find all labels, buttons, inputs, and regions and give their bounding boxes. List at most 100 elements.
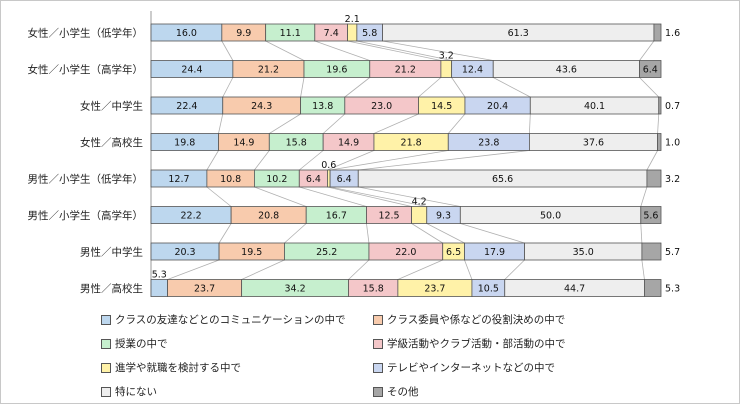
series-connector-line bbox=[299, 186, 367, 207]
series-connector-line bbox=[411, 223, 443, 244]
series-connector-line bbox=[504, 259, 525, 280]
category-label: 女性／小学生（低学年） bbox=[28, 27, 144, 40]
series-connector-line bbox=[426, 223, 465, 244]
data-label: 44.7 bbox=[564, 284, 585, 295]
data-label: 3.2 bbox=[665, 174, 680, 185]
series-connector-line bbox=[314, 40, 370, 61]
category-label: 男性／小学生（低学年） bbox=[28, 173, 144, 186]
data-label: 14.9 bbox=[338, 138, 359, 149]
legend-item: クラス委員や係などの役割決めの中で bbox=[373, 309, 641, 330]
category-label: 女性／中学生 bbox=[80, 100, 143, 113]
legend-swatch bbox=[101, 314, 111, 325]
data-label: 43.6 bbox=[556, 65, 577, 76]
series-connector-line bbox=[493, 77, 531, 98]
data-label: 4.2 bbox=[412, 197, 427, 208]
legend-label: 授業の中で bbox=[115, 338, 168, 350]
bar-segment bbox=[641, 242, 662, 261]
series-connector-line bbox=[358, 150, 530, 171]
bar-segment bbox=[646, 169, 662, 188]
bar-row: 女性／小学生（低学年） 16.0 9.9 11.1 7.4 2.15.8 61.3 1.6 bbox=[28, 14, 680, 42]
series-connector-line bbox=[344, 77, 371, 98]
data-label: 12.5 bbox=[378, 211, 399, 222]
legend-item: テレビやインターネットなどの中で bbox=[373, 357, 641, 378]
data-label: 5.3 bbox=[665, 284, 680, 295]
series-connector-line bbox=[447, 113, 466, 134]
data-label: 61.3 bbox=[508, 28, 529, 39]
bar-segment bbox=[440, 60, 453, 78]
data-label: 20.3 bbox=[174, 247, 195, 258]
bar-segment bbox=[640, 206, 662, 224]
series-connector-line bbox=[300, 77, 305, 98]
legend-item: 特にない bbox=[101, 381, 373, 402]
bar-row: 男性／小学生（低学年） 12.7 10.8 10.2 6.40.66.4 65.6 3.2 bbox=[28, 160, 680, 188]
legend-item: 進学や就職を検討する中で bbox=[101, 357, 373, 378]
legend-item: 授業の中で bbox=[101, 333, 373, 354]
data-label: 12.4 bbox=[462, 65, 483, 76]
bar-segment bbox=[347, 23, 358, 42]
data-label: 6.4 bbox=[306, 174, 321, 185]
data-label: 21.2 bbox=[258, 65, 279, 76]
data-label: 13.8 bbox=[312, 101, 333, 112]
data-label: 10.5 bbox=[478, 284, 499, 295]
data-label: 12.7 bbox=[168, 174, 189, 185]
data-label: 5.8 bbox=[362, 28, 377, 39]
data-label: 23.8 bbox=[478, 138, 499, 149]
series-connector-line bbox=[639, 40, 655, 61]
series-connector-line bbox=[254, 150, 270, 171]
data-label: 37.6 bbox=[583, 138, 604, 149]
legend-label: その他 bbox=[387, 386, 419, 398]
data-label: 15.8 bbox=[363, 284, 384, 295]
series-connector-line bbox=[322, 113, 346, 134]
legend-swatch bbox=[101, 386, 111, 397]
bar-segment bbox=[644, 279, 662, 297]
data-label: 20.8 bbox=[258, 211, 279, 222]
data-label: 9.3 bbox=[436, 211, 451, 222]
bar-row: 女性／中学生 22.4 24.3 13.8 23.0 14.5 20.4 40.1 0.7 bbox=[80, 96, 680, 115]
series-connector-line bbox=[330, 150, 449, 171]
data-label: 6.4 bbox=[337, 174, 352, 185]
series-connector-line bbox=[221, 40, 234, 61]
legend-swatch bbox=[101, 338, 111, 349]
bar-segment bbox=[658, 96, 662, 115]
data-label: 0.6 bbox=[321, 160, 336, 171]
legend-label: クラス委員や係などの役割決めの中で bbox=[387, 314, 566, 326]
series-connector-line bbox=[639, 77, 660, 98]
data-label: 3.2 bbox=[439, 51, 454, 62]
category-label: 女性／高校生 bbox=[80, 136, 143, 149]
data-label: 14.9 bbox=[233, 138, 254, 149]
data-label: 11.1 bbox=[280, 28, 301, 39]
series-connector-line bbox=[657, 113, 660, 134]
data-label: 16.7 bbox=[326, 211, 347, 222]
series-connector-line bbox=[284, 223, 307, 244]
data-label: 6.4 bbox=[643, 65, 658, 76]
series-connector-line bbox=[241, 259, 285, 280]
data-label: 23.0 bbox=[371, 101, 392, 112]
data-label: 19.8 bbox=[174, 138, 195, 149]
data-label: 1.6 bbox=[665, 28, 680, 39]
data-label: 2.1 bbox=[345, 14, 360, 25]
series-connector-line bbox=[299, 150, 324, 171]
bar-row: 男性／高校生 5.3 23.7 34.2 15.8 23.7 10.5 44.7 5.3 bbox=[80, 270, 680, 297]
series-connector-line bbox=[327, 150, 375, 171]
series-connector-line bbox=[348, 259, 370, 280]
legend-label: 特にない bbox=[115, 386, 157, 398]
bar-segment bbox=[411, 206, 428, 224]
data-label: 6.5 bbox=[446, 247, 461, 258]
series-connector-line bbox=[265, 40, 305, 61]
bar-row: 男性／中学生 20.3 19.5 25.2 22.0 6.5 17.9 35.0 5.7 bbox=[80, 242, 680, 261]
data-label: 34.2 bbox=[284, 284, 305, 295]
data-label: 19.6 bbox=[326, 65, 347, 76]
data-label: 14.5 bbox=[431, 101, 452, 112]
bar-segment bbox=[639, 60, 662, 78]
series-connector-line bbox=[327, 186, 412, 207]
data-label: 25.2 bbox=[316, 247, 337, 258]
data-label: 20.4 bbox=[487, 101, 508, 112]
series-connector-line bbox=[460, 223, 525, 244]
data-label: 23.7 bbox=[194, 284, 215, 295]
data-label: 9.9 bbox=[236, 28, 251, 39]
series-connector-line bbox=[529, 113, 531, 134]
series-connector-line bbox=[356, 40, 452, 61]
legend-label: テレビやインターネットなどの中で bbox=[387, 362, 555, 374]
series-connector-line bbox=[464, 259, 473, 280]
